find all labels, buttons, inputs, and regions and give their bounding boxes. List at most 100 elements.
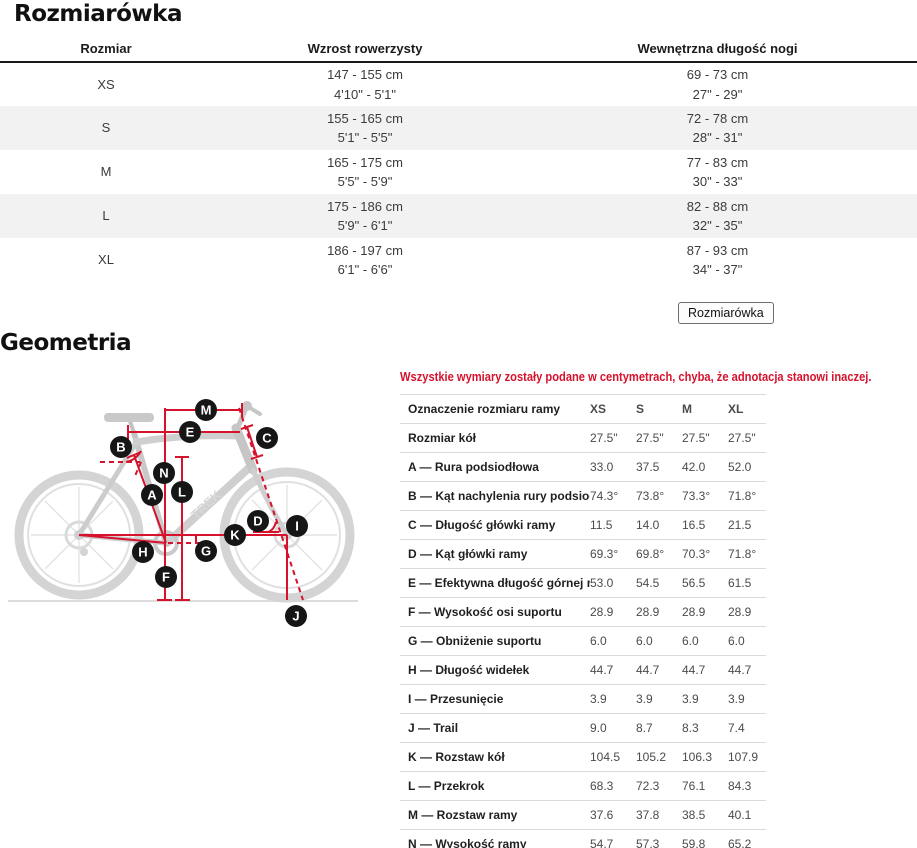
geo-value: 44.7 [590, 663, 614, 677]
inseam-cell: 82 - 88 cm 32" - 35" [518, 194, 917, 238]
diagram-label-e: E [179, 421, 201, 443]
diagram-labels: M E C B N L A D I K H G F J [110, 399, 308, 627]
geo-value: 27.5" [682, 431, 710, 445]
geo-value: 27.5" [636, 431, 664, 445]
diagram-label-d: D [247, 510, 269, 532]
geo-value: 33.0 [590, 460, 614, 474]
diagram-label-i: I [286, 515, 308, 537]
geometry-row: C — Długość główki ramy 11.5 14.0 16.5 21.5 [400, 511, 766, 540]
col-header-inseam: Wewnętrzna długość nogi [518, 38, 917, 63]
height-ft: 5'5" - 5'9" [337, 174, 393, 189]
geo-value: 28.9 [590, 605, 614, 619]
geometry-row: G — Obniżenie suportu 6.0 6.0 6.0 6.0 [400, 627, 766, 656]
geo-value: 73.8° [636, 489, 665, 503]
geometry-row: H — Długość widełek 44.7 44.7 44.7 44.7 [400, 656, 766, 685]
geometry-row: F — Wysokość osi suportu 28.9 28.9 28.9 28.9 [400, 598, 766, 627]
height-cm: 175 - 186 cm [327, 198, 403, 214]
geo-value: 56.5 [682, 576, 706, 590]
geo-value: 76.1 [682, 779, 706, 793]
geo-value: 16.5 [682, 518, 706, 532]
geo-value: 3.9 [590, 692, 607, 706]
inseam-in: 27" - 29" [692, 86, 743, 102]
geo-value: 44.7 [682, 663, 706, 677]
diagram-label-h: H [132, 541, 154, 563]
inseam-cell: 72 - 78 cm 28" - 31" [518, 106, 917, 150]
inseam-cm: 87 - 93 cm [686, 242, 749, 258]
svg-text:A: A [147, 488, 157, 503]
geo-row-label: J — Trail [408, 721, 459, 735]
measure-line-l [175, 456, 190, 601]
geo-row-label: M — Rozstaw ramy [408, 808, 518, 822]
height-cell: 147 - 155 cm 4'10" - 5'1" [212, 62, 518, 106]
geo-value: 71.8° [728, 489, 757, 503]
svg-text:C: C [262, 431, 272, 446]
table-row: XS 147 - 155 cm 4'10" - 5'1" 69 - 73 cm 27… [0, 62, 917, 106]
geo-value: 37.5 [636, 460, 660, 474]
geo-value: 54.5 [636, 576, 660, 590]
size-label: L [102, 208, 110, 224]
geo-value: 14.0 [636, 518, 660, 532]
geo-value: 28.9 [728, 605, 752, 619]
table-row: XL 186 - 197 cm 6'1" - 6'6" 87 - 93 cm 34"… [0, 238, 917, 282]
svg-text:M: M [201, 403, 212, 418]
inseam-in: 28" - 31" [692, 130, 743, 145]
diagram-label-b: B [110, 436, 132, 458]
geo-value: 38.5 [682, 808, 706, 822]
geometry-row: L — Przekrok 68.3 72.3 76.1 84.3 [400, 772, 766, 801]
geo-value: 8.3 [682, 721, 699, 735]
svg-text:F: F [162, 570, 170, 585]
geo-value: 6.0 [682, 634, 699, 648]
size-label: XS [97, 76, 115, 92]
geo-header-xl: XL [728, 402, 744, 416]
size-chart-title: Rozmiarówka [14, 1, 182, 27]
size-chart-button[interactable]: Rozmiarówka [678, 302, 774, 324]
saddle [104, 413, 154, 422]
geo-value: 105.2 [636, 750, 667, 764]
geo-value: 69.8° [636, 547, 665, 561]
inseam-cell: 77 - 83 cm 30" - 33" [518, 150, 917, 194]
svg-text:H: H [138, 545, 147, 560]
geometry-row: D — Kąt główki ramy 69.3° 69.8° 70.3° 71.8° [400, 540, 766, 569]
height-ft: 5'1" - 5'5" [337, 130, 393, 145]
diagram-label-f: F [155, 566, 177, 588]
height-ft: 4'10" - 5'1" [334, 86, 396, 102]
svg-text:I: I [295, 519, 299, 534]
svg-text:K: K [230, 528, 240, 543]
geo-value: 52.0 [728, 460, 752, 474]
col-header-rider-height: Wzrost rowerzysty [212, 38, 518, 63]
geo-row-label: H — Długość widełek [408, 663, 530, 677]
geo-value: 37.8 [636, 808, 660, 822]
height-cell: 155 - 165 cm 5'1" - 5'5" [212, 106, 518, 150]
geo-value: 59.8 [682, 837, 706, 848]
geo-value: 65.2 [728, 837, 752, 848]
geo-value: 57.3 [636, 837, 660, 848]
geo-value: 72.3 [636, 779, 660, 793]
geo-value: 28.9 [636, 605, 660, 619]
geo-value: 7.4 [728, 721, 745, 735]
geometry-row: J — Trail 9.0 8.7 8.3 7.4 [400, 714, 766, 743]
geo-value: 27.5" [590, 431, 618, 445]
geo-value: 8.7 [636, 721, 653, 735]
diagram-label-l: L [171, 481, 193, 503]
table-row: L 175 - 186 cm 5'9" - 6'1" 82 - 88 cm 32" … [0, 194, 917, 238]
geo-header-m: M [682, 402, 692, 416]
measure-line-h [78, 534, 167, 544]
geo-row-label: F — Wysokość osi suportu [408, 605, 562, 619]
geo-value: 53.0 [590, 576, 614, 590]
geo-value: 9.0 [590, 721, 607, 735]
geometry-header-row: Oznaczenie rozmiaru ramy XS S M XL [400, 395, 766, 424]
geo-value: 6.0 [636, 634, 653, 648]
table-row: M 165 - 175 cm 5'5" - 5'9" 77 - 83 cm 30" … [0, 150, 917, 194]
table-row: S 155 - 165 cm 5'1" - 5'5" 72 - 78 cm 28" … [0, 106, 917, 150]
inseam-cm: 69 - 73 cm [686, 67, 749, 82]
geo-value: 21.5 [728, 518, 752, 532]
height-ft: 6'1" - 6'6" [337, 262, 393, 277]
diagram-label-m: M [195, 399, 217, 421]
geo-value: 40.1 [728, 808, 752, 822]
geometry-row: M — Rozstaw ramy 37.6 37.8 38.5 40.1 [400, 801, 766, 830]
geometry-row: Rozmiar kół 27.5" 27.5" 27.5" 27.5" [400, 424, 766, 453]
handlebar [242, 401, 252, 411]
geo-value: 28.9 [682, 605, 706, 619]
svg-text:D: D [253, 514, 262, 529]
geo-row-label: A — Rura podsiodłowa [408, 460, 539, 474]
